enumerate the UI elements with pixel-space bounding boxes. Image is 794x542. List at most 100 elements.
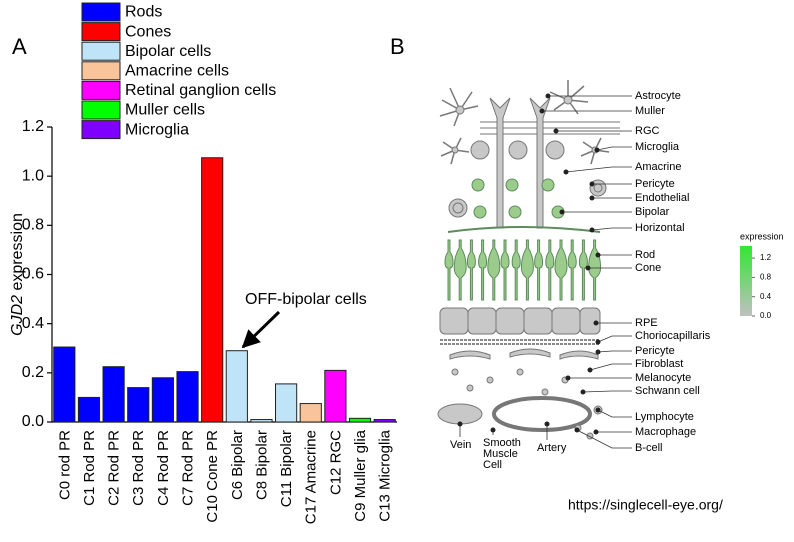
vessel-label: Smooth <box>483 437 521 449</box>
colorbar <box>740 246 752 316</box>
cone <box>487 239 501 301</box>
rod <box>567 239 577 301</box>
leader-line <box>589 363 632 371</box>
y-tick-label: 0.6 <box>22 266 44 283</box>
leader-dot <box>589 181 595 187</box>
y-tick-label: 0.4 <box>22 315 44 332</box>
leader-line <box>565 166 632 173</box>
legend-label: Cones <box>125 23 171 40</box>
legend-swatch <box>81 80 121 100</box>
leader-dot <box>565 375 571 381</box>
leader-dot <box>589 227 595 233</box>
y-axis-label: GJD2 expression <box>9 213 26 336</box>
x-tick-label: C0 rod PR <box>56 430 73 500</box>
rod <box>444 239 454 301</box>
leader-dot <box>589 195 595 201</box>
rod <box>478 239 488 301</box>
bar <box>77 396 101 423</box>
x-tick-label: C8 Bipolar <box>253 430 270 500</box>
cell-label: Cone <box>635 262 661 274</box>
cell-label: Amacrine <box>635 161 681 173</box>
legend-label: Bipolar cells <box>125 43 211 60</box>
leader-dot <box>587 367 593 373</box>
retina-diagram <box>437 80 620 440</box>
leader-line <box>597 335 632 343</box>
bar <box>151 377 174 423</box>
bar <box>102 366 125 423</box>
cell-label: Lymphocyte <box>635 411 694 423</box>
cell-label: Horizontal <box>635 222 685 234</box>
cell-label: Muller <box>635 105 665 117</box>
legend-swatch <box>81 2 121 22</box>
x-tick-label: C13 Microglia <box>377 429 394 521</box>
x-tick-label: C2 Rod PR <box>106 430 123 506</box>
cone <box>520 239 534 301</box>
leader-dot <box>563 169 569 175</box>
leader-line <box>591 227 632 231</box>
annotation-arrow <box>241 310 281 349</box>
bar <box>348 417 372 423</box>
leader-dot <box>553 128 559 134</box>
cell-label: Choriocapillaris <box>635 330 711 342</box>
leader-dot <box>545 93 551 99</box>
leader-line <box>582 390 632 393</box>
x-tick-label: C17 Amacrine <box>303 430 320 524</box>
vessel-label: Muscle <box>483 448 518 460</box>
panel-label: B <box>390 34 405 59</box>
x-tick-label: C10 Cone PR <box>204 430 221 523</box>
leader-dot <box>595 407 601 413</box>
bar <box>275 383 298 423</box>
x-tick-label: C6 Bipolar <box>229 430 246 500</box>
leader-dot <box>595 252 601 258</box>
vessel-label: Vein <box>450 439 471 451</box>
leader-dot <box>457 421 463 427</box>
vessel-label: Artery <box>537 442 567 454</box>
colorbar-tick-label: 0.0 <box>760 311 772 320</box>
cone <box>588 239 602 301</box>
cone <box>554 239 568 301</box>
legend-label: Retinal ganglion cells <box>125 82 276 99</box>
y-tick-label: 1.2 <box>22 118 44 135</box>
leader-line <box>597 350 632 353</box>
legend-label: Amacrine cells <box>125 63 229 80</box>
panel-label: A <box>12 34 27 59</box>
rod <box>545 239 555 301</box>
leader-dot <box>544 421 550 427</box>
legend-swatch <box>81 22 121 42</box>
colorbar-tick-label: 0.4 <box>760 292 772 301</box>
cell-label: Bipolar <box>635 206 670 218</box>
legend-swatch <box>81 61 121 81</box>
cell-label: Fibroblast <box>635 358 683 370</box>
cell-label: Pericyte <box>635 178 675 190</box>
leader-line <box>596 146 632 151</box>
rod <box>511 239 521 301</box>
leader-dot <box>580 389 586 395</box>
cell-label: Schwann cell <box>635 385 700 397</box>
leader-dot <box>574 427 580 433</box>
legend-label: Rods <box>125 4 162 21</box>
cell-label: Endothelial <box>635 192 689 204</box>
legend-swatch <box>81 120 121 140</box>
rod <box>534 239 544 301</box>
cell-label: RPE <box>635 317 658 329</box>
cell-label: Melanocyte <box>635 372 691 384</box>
colorbar-tick-label: 1.2 <box>760 253 772 262</box>
x-tick-label: C11 Bipolar <box>278 430 295 507</box>
bar <box>53 346 76 423</box>
leader-dot <box>585 265 591 271</box>
bar <box>201 157 224 423</box>
leader-dot <box>490 427 496 433</box>
legend-label: Microglia <box>125 121 189 138</box>
colorbar-tick-label: 0.8 <box>760 272 772 281</box>
y-label-gene: GJD2 <box>9 295 26 336</box>
leader-dot <box>559 209 565 215</box>
bar <box>176 371 199 423</box>
x-tick-label: C3 Rod PR <box>130 430 147 506</box>
rod <box>466 239 476 301</box>
leader-dot <box>593 320 599 326</box>
colorbar-title: expression <box>740 231 784 241</box>
leader-line <box>576 429 632 449</box>
bar <box>250 419 273 423</box>
bar <box>324 369 347 423</box>
